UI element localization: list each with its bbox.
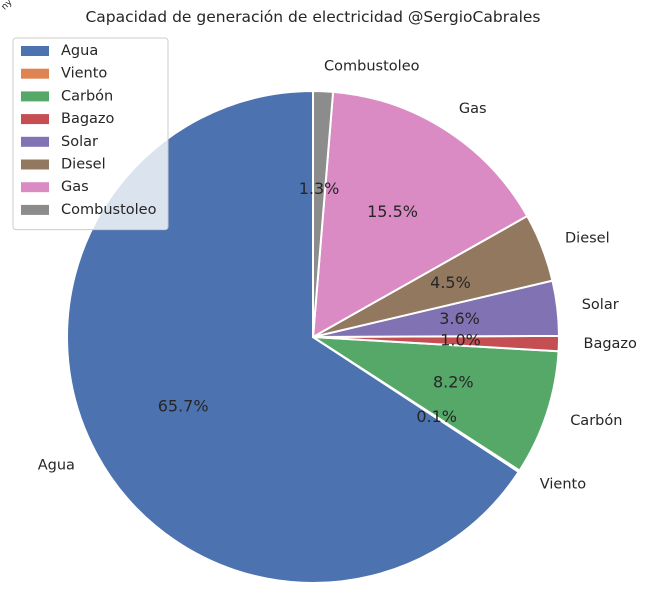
category-labels: Agua Viento Carbón Bagazo Solar Diesel Gas Comb… — [38, 59, 637, 493]
legend-swatch-gas — [21, 182, 49, 193]
legend-label-solar: Solar — [61, 134, 98, 150]
legend-swatch-agua — [21, 46, 49, 56]
legend-label-bagazo: Bagazo — [61, 111, 115, 127]
legend-label-diesel: Diesel — [61, 157, 106, 173]
category-label-solar: Solar — [582, 297, 619, 313]
legend-swatch-carbon — [21, 91, 49, 102]
category-label-carbon: Carbón — [570, 413, 622, 429]
category-label-bagazo: Bagazo — [584, 336, 638, 352]
category-label-agua: Agua — [38, 458, 75, 474]
legend-box — [12, 37, 169, 231]
legend-swatch-viento — [21, 68, 49, 79]
legend-swatch-solar — [21, 136, 49, 147]
percentage-label-gas: 15.5% — [367, 202, 418, 221]
percentage-label-bagazo: 1.0% — [440, 330, 481, 349]
legend-label-agua: Agua — [61, 43, 98, 59]
legend-label-carbon: Carbón — [61, 88, 113, 104]
slice-gas — [312, 90, 529, 338]
category-label-diesel: Diesel — [565, 230, 610, 246]
legend-label-gas: Gas — [61, 179, 89, 195]
percentage-labels: 65.7% 0.1% 8.2% 1.0% 3.6% 4.5% 15.5% 1.3% — [158, 179, 481, 426]
percentage-label-diesel: 4.5% — [430, 273, 471, 292]
slice-combustoleo — [312, 90, 335, 338]
chart-title: Capacidad de generación de electricidad … — [85, 8, 540, 26]
pie-slices — [66, 90, 560, 584]
percentage-label-solar: 3.6% — [439, 309, 480, 328]
slice-carbon — [312, 336, 560, 472]
percentage-label-carbon: 8.2% — [433, 372, 474, 391]
category-label-viento: Viento — [540, 477, 586, 493]
corner-mark: ny — [0, 0, 15, 12]
legend-swatch-diesel — [21, 159, 49, 170]
legend: Agua Viento Carbón Bagazo Solar Diesel Gas Comb… — [12, 37, 169, 231]
legend-swatch-bagazo — [21, 114, 49, 125]
slice-agua — [66, 90, 520, 584]
category-label-combustoleo: Combustoleo — [324, 59, 420, 75]
category-label-gas: Gas — [459, 101, 487, 117]
legend-label-viento: Viento — [61, 66, 107, 82]
percentage-label-viento: 0.1% — [416, 407, 457, 426]
legend-swatch-combustoleo — [21, 204, 49, 215]
percentage-label-combustoleo: 1.3% — [299, 179, 340, 198]
percentage-label-agua: 65.7% — [158, 397, 209, 416]
legend-label-combustoleo: Combustoleo — [61, 202, 157, 218]
